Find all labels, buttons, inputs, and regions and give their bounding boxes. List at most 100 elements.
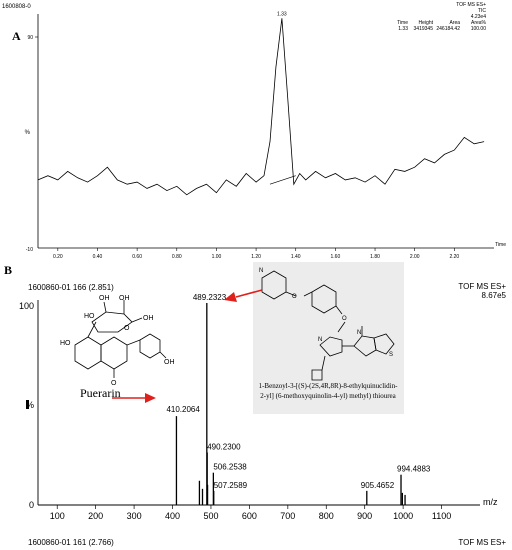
- spectrum-x-tick-label: 1000: [393, 511, 413, 521]
- chromatogram-x-tick-label: 1.20: [251, 254, 261, 260]
- puerarin-glycosyl-bond: [87, 321, 97, 338]
- spectrum-x-tick-label: 200: [88, 511, 103, 521]
- chromatogram-intensity: 4.23e4: [471, 14, 487, 20]
- peak-table-value-area: 246184.42: [436, 26, 460, 32]
- panel-a-letter: A: [12, 29, 21, 43]
- puerarin-group-1: HO: [60, 340, 71, 347]
- peak-table-header-area-pct: Area%: [471, 20, 487, 26]
- chromatogram-x-tick-label: 0.20: [53, 254, 63, 260]
- chromatogram-x-tick-label: 0.40: [93, 254, 103, 260]
- peak-table-header-height: Height: [419, 20, 434, 26]
- spectrum-y-marker: [26, 400, 29, 409]
- arrow-to-489-shaft: [235, 289, 263, 298]
- spectrum-intensity: 8.67e5: [482, 291, 507, 300]
- spectrum-mode-bottom: TOF MS ES+: [458, 538, 506, 547]
- spectrum-x-tick-label: 700: [280, 511, 295, 521]
- chromatogram-x-tick-label: 1.60: [331, 254, 341, 260]
- arrow-to-410: [112, 393, 156, 403]
- puerarin-group-6: O: [124, 325, 130, 332]
- chromatogram-peak-label: 1.33: [277, 11, 287, 17]
- chromatogram-x-tick-label: 0.60: [132, 254, 142, 260]
- puerarin-group-2: HO: [84, 313, 95, 320]
- compound-bond-2: [303, 291, 313, 297]
- spectrum-title-top: 1600860-01 166 (2.851): [28, 283, 114, 292]
- puerarin-structure: [74, 300, 167, 378]
- chromatogram-mode: TOF MS ES+: [456, 2, 486, 8]
- spectrum-x-tick-label: 800: [319, 511, 334, 521]
- chromatogram-y-label-bottom: -10: [26, 247, 33, 253]
- puerarin-group-5: OH: [143, 315, 154, 322]
- compound-name-line-2: 2-yl] (6-methoxyquinolin-4-yl) methyl) t…: [260, 392, 396, 400]
- compound-atom-5: N: [357, 330, 361, 336]
- spectrum-peak-label: 410.2064: [166, 405, 200, 414]
- compound-atom-2: O: [292, 294, 297, 300]
- mass-spectrum: 100 200 300 400 500 600 700 800 900 1000 1100 410.2…: [50, 293, 452, 521]
- spectrum-x-unit: m/z: [483, 497, 498, 507]
- arrow-to-489: [224, 289, 263, 302]
- peak-table: Time Height Area Area% 1.33 3419345 2461…: [397, 20, 486, 32]
- puerarin-group-4: OH: [99, 295, 110, 302]
- puerarin-group-8: O: [111, 380, 117, 387]
- compound-ring-thiophene: [373, 333, 395, 355]
- spectrum-peak-label: 994.4883: [397, 465, 431, 474]
- puerarin-name: Puerarin: [80, 386, 121, 400]
- puerarin-phenol-bond: [159, 351, 167, 359]
- spectrum-peak-label: 507.2589: [214, 481, 248, 490]
- compound-bond-6: [321, 355, 326, 371]
- chromatogram-tic: TIC: [478, 8, 486, 14]
- puerarin-ring-a: [74, 336, 102, 370]
- compound-name-line-1: 1-Benzoyl-3-[(S)-(2S,4R,8R)-8-ethylquinu…: [259, 382, 398, 390]
- spectrum-x-tick-label: 900: [357, 511, 372, 521]
- puerarin-sugar-bond-2: [103, 301, 107, 313]
- compound-structure: [261, 270, 395, 381]
- puerarin-sugar-bond-3: [131, 317, 143, 323]
- panel-b-letter: B: [4, 263, 12, 277]
- chromatogram-x-tick-label: 1.40: [291, 254, 301, 260]
- spectrum-title-bottom: 1600860-01 161 (2.766): [28, 538, 114, 547]
- compound-atom-4: N: [318, 337, 322, 343]
- compound-atom-3: O: [342, 316, 347, 322]
- chromatogram-x-tick-label: 1.00: [212, 254, 222, 260]
- chromatogram-x-tick-label: 2.00: [410, 254, 420, 260]
- spectrum-peak-label: 489.2323: [193, 293, 227, 302]
- spectrum-peak-label: 490.2300: [207, 442, 241, 451]
- chromatogram-x-unit: Time: [495, 242, 506, 248]
- peak-table-value-area-pct: 100.00: [471, 26, 487, 32]
- peak-table-header-area: Area: [449, 20, 460, 26]
- arrow-to-489-head: [224, 292, 237, 302]
- compound-bond-3: [335, 305, 343, 315]
- puerarin-group-7: OH: [164, 359, 175, 366]
- compound-atom-6: S: [389, 352, 393, 358]
- spectrum-peak-label: 905.4652: [361, 481, 395, 490]
- puerarin-aryl-bond: [126, 339, 141, 346]
- spectrum-x-tick-label: 300: [127, 511, 142, 521]
- arrow-to-410-head: [145, 393, 156, 403]
- chromatogram-x-tick-label: 1.80: [370, 254, 380, 260]
- peak-table-header-time: Time: [397, 20, 408, 26]
- compound-bond-1: [285, 291, 297, 297]
- chromatogram-y-unit: %: [25, 130, 31, 136]
- spectrum-x-tick-label: 600: [242, 511, 257, 521]
- spectrum-x-tick-label: 400: [165, 511, 180, 521]
- peak-baseline: [269, 175, 296, 185]
- spectrum-mode-top: TOF MS ES+: [458, 282, 506, 291]
- spectrum-x-tick-label: 100: [50, 511, 65, 521]
- spectrum-y-label-0: 0: [29, 500, 34, 510]
- spectrum-x-tick-label: 1100: [432, 511, 451, 521]
- spectrum-x-tick-label: 500: [203, 511, 218, 521]
- puerarin-ring-b: [139, 333, 161, 359]
- compound-bond-4: [337, 321, 346, 333]
- chromatogram-x-tick-label: 2.20: [449, 254, 459, 260]
- spectrum-y-label-100: 100: [19, 301, 34, 311]
- puerarin-group-3: OH: [119, 295, 130, 302]
- spectrum-y-label-pct: %: [26, 400, 34, 410]
- chromatogram-plot: 0.20 0.40 0.60 0.80 1.00 1.20 1.40 1.60 1.80 2.00…: [37, 11, 485, 260]
- chromatogram-x-tick-label: 0.80: [172, 254, 182, 260]
- peak-table-value-time: 1.33: [398, 26, 408, 32]
- chromatogram-trace: [37, 18, 485, 196]
- compound-ring-cyclobutane: [311, 369, 323, 381]
- compound-atom-1: N: [259, 268, 263, 274]
- peak-table-value-height: 3419345: [414, 26, 434, 32]
- chromatogram-sample-id: 1600808-0: [2, 4, 31, 10]
